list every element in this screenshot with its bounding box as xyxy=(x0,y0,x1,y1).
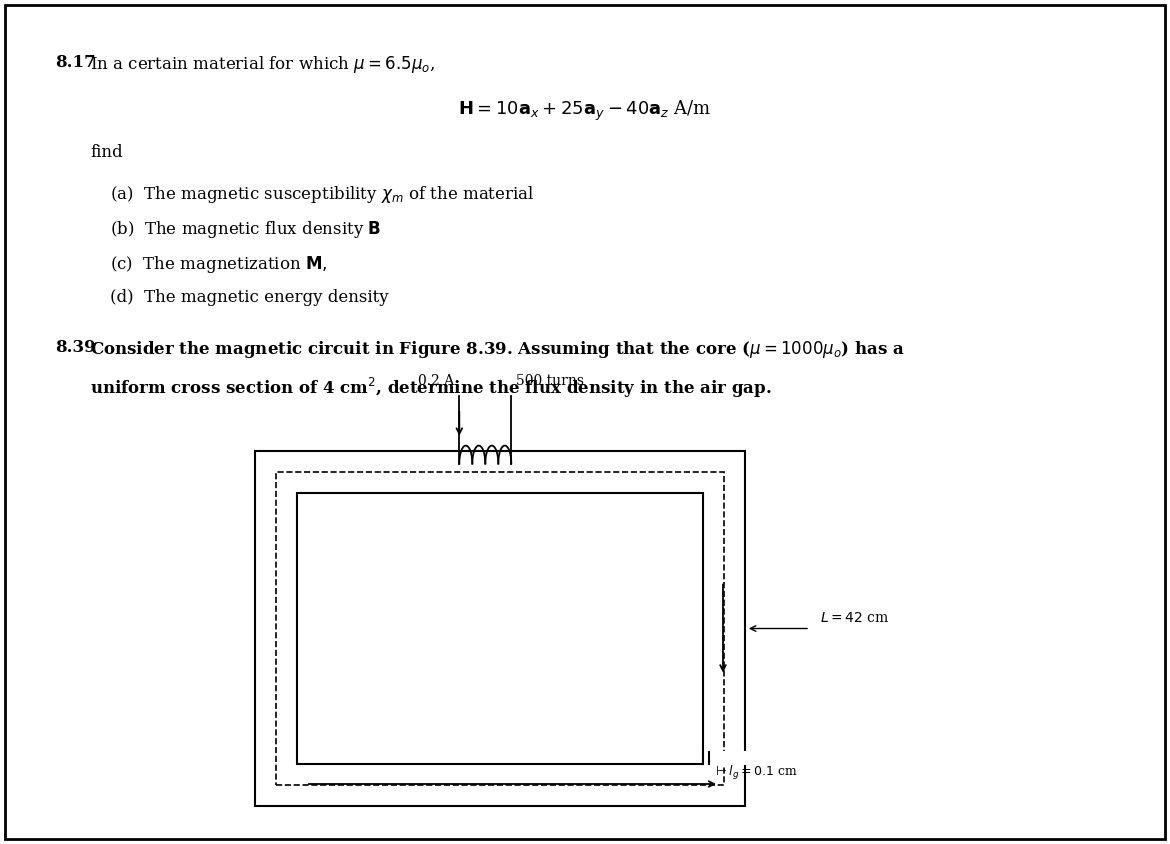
Text: $L = 42$ cm: $L = 42$ cm xyxy=(820,612,889,625)
Text: uniform cross section of 4 cm$^2$, determine the flux density in the air gap.: uniform cross section of 4 cm$^2$, deter… xyxy=(90,376,772,400)
Text: Consider the magnetic circuit in Figure 8.39. Assuming that the core ($\mu = 100: Consider the magnetic circuit in Figure … xyxy=(90,339,904,360)
Bar xyxy=(276,472,724,785)
FancyBboxPatch shape xyxy=(5,5,1165,839)
Text: 8.39: 8.39 xyxy=(55,339,96,356)
Text: $\mathbf{H} = 10\mathbf{a}_x + 25\mathbf{a}_y - 40\mathbf{a}_z$ A/m: $\mathbf{H} = 10\mathbf{a}_x + 25\mathbf… xyxy=(459,99,711,123)
Text: 500 turns: 500 turns xyxy=(516,374,584,388)
Bar xyxy=(297,493,703,764)
Text: (a)  The magnetic susceptibility $\chi_m$ of the material: (a) The magnetic susceptibility $\chi_m$… xyxy=(110,184,535,205)
Text: (c)  The magnetization $\mathbf{M},$: (c) The magnetization $\mathbf{M},$ xyxy=(110,254,328,275)
Bar xyxy=(702,751,746,765)
Text: (b)  The magnetic flux density $\mathbf{B}$: (b) The magnetic flux density $\mathbf{B… xyxy=(110,219,381,240)
Text: $\vdash l_g = 0.1$ cm: $\vdash l_g = 0.1$ cm xyxy=(713,764,798,782)
Text: find: find xyxy=(90,144,123,161)
Text: (d)  The magnetic energy density: (d) The magnetic energy density xyxy=(110,289,388,306)
Text: 8.17: 8.17 xyxy=(55,54,96,71)
Bar xyxy=(255,451,745,806)
Text: 0.2 A: 0.2 A xyxy=(418,374,454,388)
Text: In a certain material for which $\mu = 6.5\mu_o$,: In a certain material for which $\mu = 6… xyxy=(90,54,435,75)
